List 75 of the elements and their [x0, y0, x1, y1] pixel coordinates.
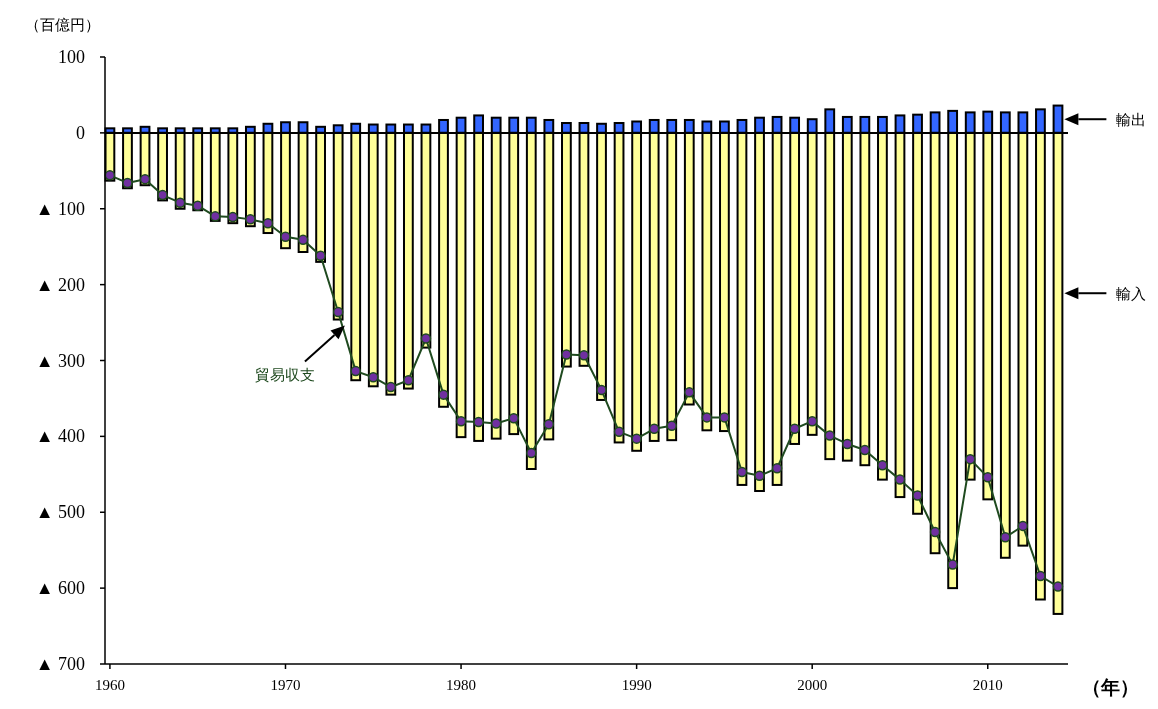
- legend-label: 輸入: [1116, 285, 1147, 304]
- y-tick-label: ▲ 200: [35, 274, 85, 295]
- y-tick-label: 0: [76, 122, 85, 143]
- point: [490, 418, 502, 429]
- point: [210, 211, 221, 222]
- point: [596, 384, 607, 396]
- y-tick-label: ▲ 400: [35, 426, 85, 447]
- y-tick-label: ▲ 600: [35, 578, 85, 599]
- y-axis-title: （百億円）: [24, 16, 100, 34]
- y-tick-label: 100: [58, 47, 85, 67]
- point: [385, 381, 397, 393]
- point: [1000, 532, 1011, 543]
- point: [666, 420, 677, 431]
- point: [508, 412, 519, 424]
- point: [245, 214, 256, 225]
- x-axis-title: （年）: [1081, 676, 1139, 698]
- point: [262, 217, 274, 229]
- point: [719, 412, 730, 423]
- point: [947, 559, 958, 570]
- legend-label: 輸出: [1116, 111, 1147, 130]
- point: [578, 349, 590, 361]
- point: [771, 462, 783, 474]
- point: [859, 444, 871, 456]
- point: [701, 412, 713, 423]
- point: [561, 349, 572, 360]
- point: [420, 333, 432, 344]
- point: [473, 416, 484, 428]
- point: [227, 211, 239, 223]
- point: [824, 430, 835, 441]
- y-tick-label: ▲ 100: [35, 198, 85, 219]
- point: [929, 526, 941, 538]
- point: [1052, 581, 1064, 592]
- point: [842, 438, 853, 450]
- x-tick-label: 2000: [797, 677, 828, 693]
- y-tick-label: ▲ 300: [35, 350, 85, 371]
- x-tick-label: 1970: [270, 677, 301, 693]
- point: [455, 415, 467, 427]
- y-tick-label: ▲ 700: [35, 654, 85, 674]
- point: [332, 306, 344, 318]
- point: [877, 459, 888, 471]
- point: [174, 197, 186, 208]
- point: [806, 415, 818, 427]
- point: [736, 466, 748, 478]
- point: [403, 374, 414, 386]
- point: [297, 234, 309, 246]
- point: [104, 170, 116, 181]
- point: [964, 453, 976, 465]
- point: [648, 423, 660, 435]
- point: [526, 447, 537, 459]
- x-tick-label: 1980: [446, 677, 477, 693]
- point: [912, 490, 923, 501]
- point: [139, 173, 151, 185]
- point: [368, 371, 379, 383]
- point: [1035, 570, 1046, 582]
- x-tick-label: 1990: [621, 677, 652, 693]
- point: [1017, 520, 1029, 532]
- point: [754, 470, 765, 482]
- point: [684, 387, 695, 398]
- point: [438, 389, 449, 400]
- point: [157, 189, 168, 201]
- point: [894, 474, 906, 485]
- point: [543, 418, 555, 430]
- point: [350, 365, 361, 377]
- x-tick-label: 1960: [94, 677, 125, 693]
- x-tick-label: 2010: [972, 677, 1003, 693]
- point: [631, 433, 642, 444]
- point: [789, 423, 800, 435]
- text: 貿易収支: [254, 365, 315, 384]
- point: [982, 472, 994, 483]
- point: [315, 250, 326, 262]
- point: [192, 200, 203, 211]
- point: [613, 426, 625, 438]
- point: [280, 231, 291, 243]
- point: [122, 177, 133, 189]
- y-tick-label: ▲ 500: [35, 502, 85, 523]
